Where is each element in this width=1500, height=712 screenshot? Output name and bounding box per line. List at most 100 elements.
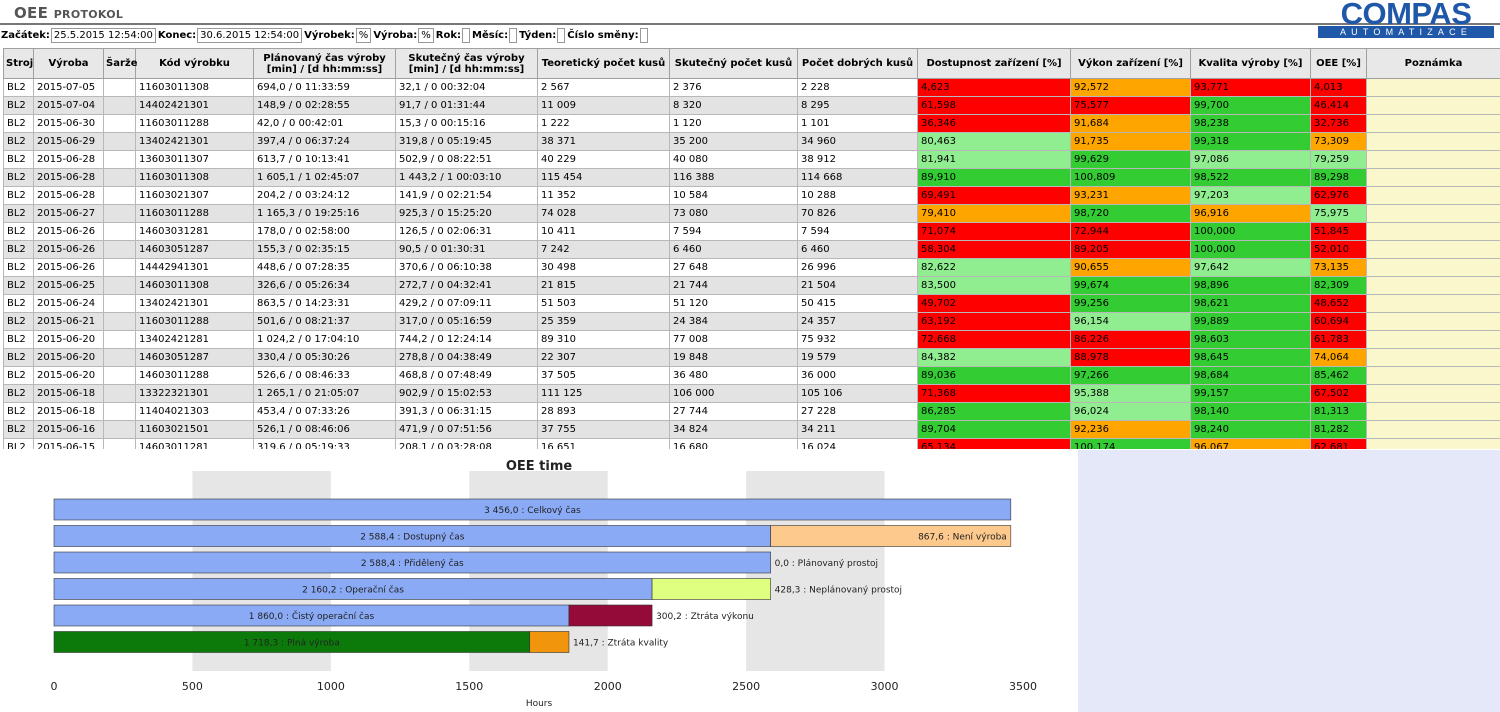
cell-skut: 15,3 / 0 00:15:16 <box>395 114 538 133</box>
cell-kval: 98,240 <box>1190 420 1311 439</box>
cell-skut: 1 443,2 / 1 00:03:10 <box>395 168 538 187</box>
table-row[interactable]: BL2 2015-06-29 13402421301 397,4 / 0 06:37:… <box>3 132 1500 151</box>
cell-pozn <box>1366 168 1500 187</box>
oee-table-container[interactable]: Stroj Výroba Šarže Kód výrobku Plánovaný čas… <box>3 48 1500 449</box>
cell-kod: 11603011308 <box>135 78 254 97</box>
cell-vykon: 88,978 <box>1070 348 1191 367</box>
bar-label: 2 588,4 : Přidělený čas <box>361 558 464 569</box>
table-row[interactable]: BL2 2015-06-28 11603021307 204,2 / 0 03:24:… <box>3 186 1500 205</box>
cell-dost: 71,368 <box>917 384 1071 403</box>
cell-dobre: 6 460 <box>797 240 918 259</box>
cell-stroj: BL2 <box>3 276 34 295</box>
cell-oee: 61,783 <box>1310 330 1367 349</box>
table-row[interactable]: BL2 2015-06-18 13322321301 1 265,1 / 0 21:0… <box>3 384 1500 403</box>
table-row[interactable]: BL2 2015-06-26 14442941301 448,6 / 0 07:28:… <box>3 258 1500 277</box>
column-header[interactable]: Plánovaný čas výroby [min] / [d hh:mm:ss… <box>253 48 396 79</box>
column-header[interactable]: Výroba <box>33 48 104 79</box>
cell-vykon: 99,629 <box>1070 150 1191 169</box>
filter-value[interactable]: % <box>418 28 434 43</box>
cell-kval: 99,700 <box>1190 96 1311 115</box>
cell-kod: 14603031281 <box>135 222 254 241</box>
cell-stroj: BL2 <box>3 240 34 259</box>
table-row[interactable]: BL2 2015-07-05 11603011308 694,0 / 0 11:33:… <box>3 78 1500 97</box>
column-header[interactable]: Šarže <box>103 48 137 79</box>
x-tick-label: 2500 <box>732 680 760 693</box>
column-header[interactable]: Dostupnost zařízení [%] <box>917 48 1071 79</box>
oee-time-chart-svg: OEE time 3 456,0 : Celkový čas 2 588,4 : D… <box>51 459 1038 709</box>
filter-value[interactable]: 25.5.2015 12:54:00 <box>50 28 156 43</box>
cell-sarze <box>103 132 136 151</box>
cell-vyroba: 2015-06-28 <box>33 186 104 205</box>
filter-value[interactable]: 30.6.2015 12:54:00 <box>197 28 303 43</box>
table-row[interactable]: BL2 2015-06-28 11603011308 1 605,1 / 1 02:4… <box>3 168 1500 187</box>
cell-vykon: 98,720 <box>1070 204 1191 223</box>
column-header[interactable]: Stroj <box>3 48 34 79</box>
bar-label: 141,7 : Ztráta kvality <box>573 639 669 649</box>
cell-sarze <box>103 114 136 133</box>
table-row[interactable]: BL2 2015-06-30 11603011288 42,0 / 0 00:42:0… <box>3 114 1500 133</box>
cell-stroj: BL2 <box>3 366 34 385</box>
cell-oee: 85,462 <box>1310 366 1367 385</box>
table-row[interactable]: BL2 2015-06-28 13603011307 613,7 / 0 10:13:… <box>3 150 1500 169</box>
column-header[interactable]: Kód výrobku <box>135 48 254 79</box>
filter-bar: Začátek: 25.5.2015 12:54:00 Konec: 30.6.201… <box>0 27 649 44</box>
filter-value[interactable] <box>639 28 648 43</box>
column-header[interactable]: OEE [%] <box>1310 48 1367 79</box>
cell-dost: 82,622 <box>917 258 1071 277</box>
cell-teor: 111 125 <box>537 384 670 403</box>
column-header[interactable]: Teoretický počet kusů <box>537 48 670 79</box>
table-row[interactable]: BL2 2015-06-26 14603031281 178,0 / 0 02:58:… <box>3 222 1500 241</box>
column-header[interactable]: Skutečný čas výroby [min] / [d hh:mm:ss] <box>395 48 538 79</box>
x-tick-label: 2000 <box>594 680 622 693</box>
filter-value[interactable] <box>557 28 566 43</box>
table-row[interactable]: BL2 2015-07-04 14402421301 148,9 / 0 02:28:… <box>3 96 1500 115</box>
bar-label: 1 718,3 : Plná výroba <box>244 639 340 649</box>
cell-vykon: 86,226 <box>1070 330 1191 349</box>
cell-stroj: BL2 <box>3 204 34 223</box>
table-row[interactable]: BL2 2015-06-21 11603011288 501,6 / 0 08:21:… <box>3 312 1500 331</box>
table-row[interactable]: BL2 2015-06-20 14603011288 526,6 / 0 08:46:… <box>3 366 1500 385</box>
column-header[interactable]: Skutečný počet kusů <box>669 48 798 79</box>
table-row[interactable]: BL2 2015-06-18 11404021303 453,4 / 0 07:33:… <box>3 402 1500 421</box>
cell-stroj: BL2 <box>3 420 34 439</box>
column-header[interactable]: Kvalita výroby [%] <box>1190 48 1311 79</box>
cell-skpocet: 34 824 <box>669 420 798 439</box>
cell-kod: 13603011307 <box>135 150 254 169</box>
cell-kval: 99,318 <box>1190 132 1311 151</box>
bar-segment <box>770 525 1012 547</box>
table-row[interactable]: BL2 2015-06-20 14603051287 330,4 / 0 05:30:… <box>3 348 1500 367</box>
cell-vyroba: 2015-06-21 <box>33 312 104 331</box>
column-header[interactable]: Počet dobrých kusů <box>797 48 918 79</box>
cell-skpocet: 24 384 <box>669 312 798 331</box>
cell-teor: 10 411 <box>537 222 670 241</box>
table-row[interactable]: BL2 2015-06-20 13402421281 1 024,2 / 0 17:0… <box>3 330 1500 349</box>
cell-kval: 99,889 <box>1190 312 1311 331</box>
cell-oee: 73,135 <box>1310 258 1367 277</box>
cell-kval: 98,140 <box>1190 402 1311 421</box>
cell-oee: 81,282 <box>1310 420 1367 439</box>
cell-kod: 11603011288 <box>135 312 254 331</box>
table-row[interactable]: BL2 2015-06-27 11603011288 1 165,3 / 0 19:2… <box>3 204 1500 223</box>
filter-value[interactable] <box>509 28 518 43</box>
column-header[interactable]: Výkon zařízení [%] <box>1070 48 1191 79</box>
cell-plan: 863,5 / 0 14:23:31 <box>253 294 396 313</box>
cell-dobre: 34 960 <box>797 132 918 151</box>
column-header[interactable]: Poznámka <box>1366 48 1500 79</box>
table-row[interactable]: BL2 2015-06-24 13402421301 863,5 / 0 14:23:… <box>3 294 1500 313</box>
cell-sarze <box>103 258 136 277</box>
table-row[interactable]: BL2 2015-06-26 14603051287 155,3 / 0 02:35:… <box>3 240 1500 259</box>
cell-plan: 397,4 / 0 06:37:24 <box>253 132 396 151</box>
cell-dost: 84,382 <box>917 348 1071 367</box>
bar-segment <box>529 631 570 653</box>
table-row[interactable]: BL2 2015-06-15 14603011281 319,6 / 0 05:19:… <box>3 438 1500 449</box>
x-tick-label: 1500 <box>455 680 483 693</box>
table-row[interactable]: BL2 2015-06-16 11603021501 526,1 / 0 08:46:… <box>3 420 1500 439</box>
cell-skpocet: 73 080 <box>669 204 798 223</box>
table-row[interactable]: BL2 2015-06-25 14603011308 326,6 / 0 05:26:… <box>3 276 1500 295</box>
cell-stroj: BL2 <box>3 150 34 169</box>
cell-teor: 115 454 <box>537 168 670 187</box>
filter-value[interactable] <box>462 28 471 43</box>
cell-dost: 4,623 <box>917 78 1071 97</box>
filter-value[interactable]: % <box>355 28 372 43</box>
cell-oee: 48,652 <box>1310 294 1367 313</box>
